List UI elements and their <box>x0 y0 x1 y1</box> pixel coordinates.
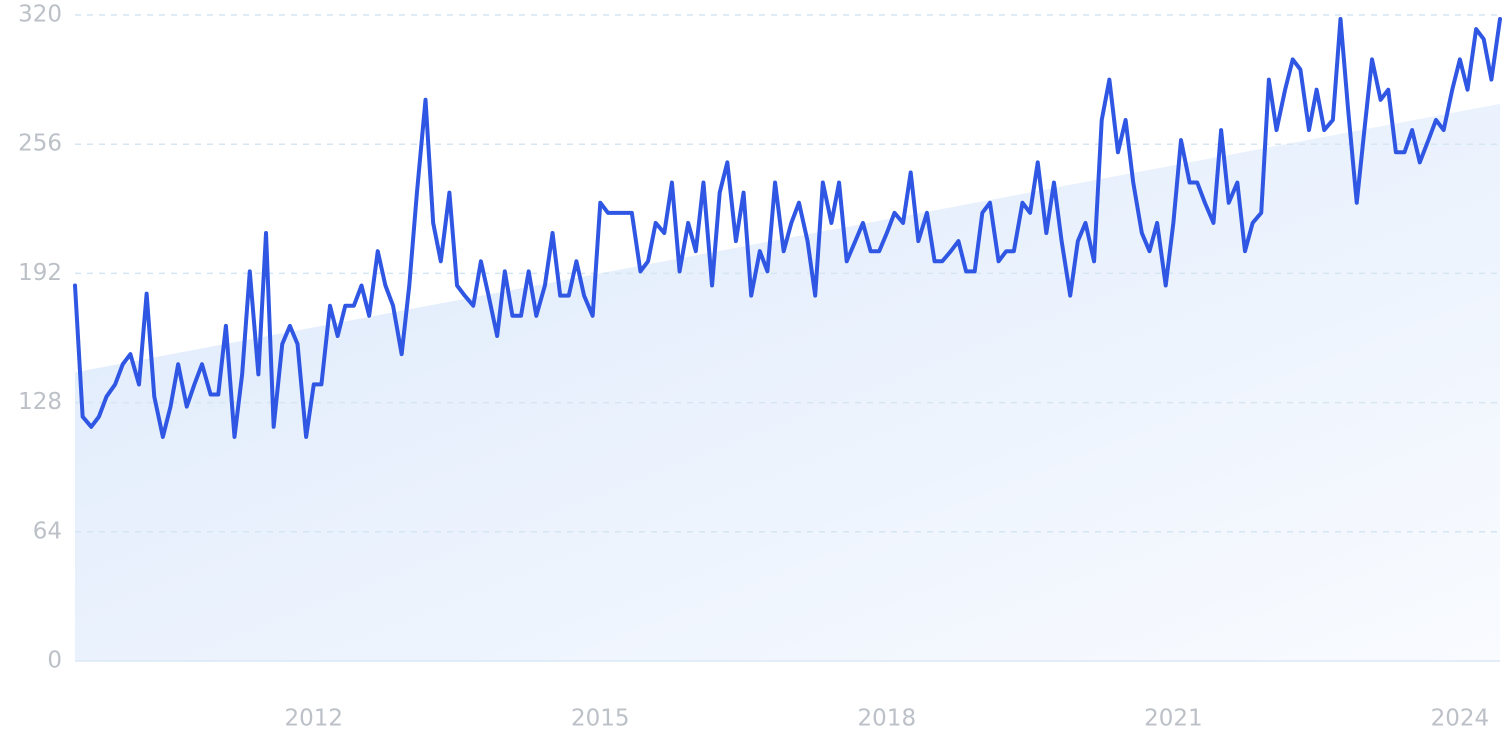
x-tick-label: 2021 <box>1144 706 1203 732</box>
x-tick-label: 2024 <box>1431 706 1490 732</box>
trend-area <box>75 103 1500 661</box>
x-tick-label: 2015 <box>571 706 630 732</box>
data-line <box>73 17 1502 439</box>
x-tick-label: 2018 <box>858 706 917 732</box>
x-tick-label: 2012 <box>285 706 344 732</box>
y-tick-label: 192 <box>18 260 62 286</box>
y-tick-label: 128 <box>18 389 62 415</box>
y-tick-label: 0 <box>47 648 62 674</box>
y-tick-label: 320 <box>18 2 62 28</box>
y-tick-label: 64 <box>33 518 62 544</box>
y-tick-label: 256 <box>18 131 62 157</box>
